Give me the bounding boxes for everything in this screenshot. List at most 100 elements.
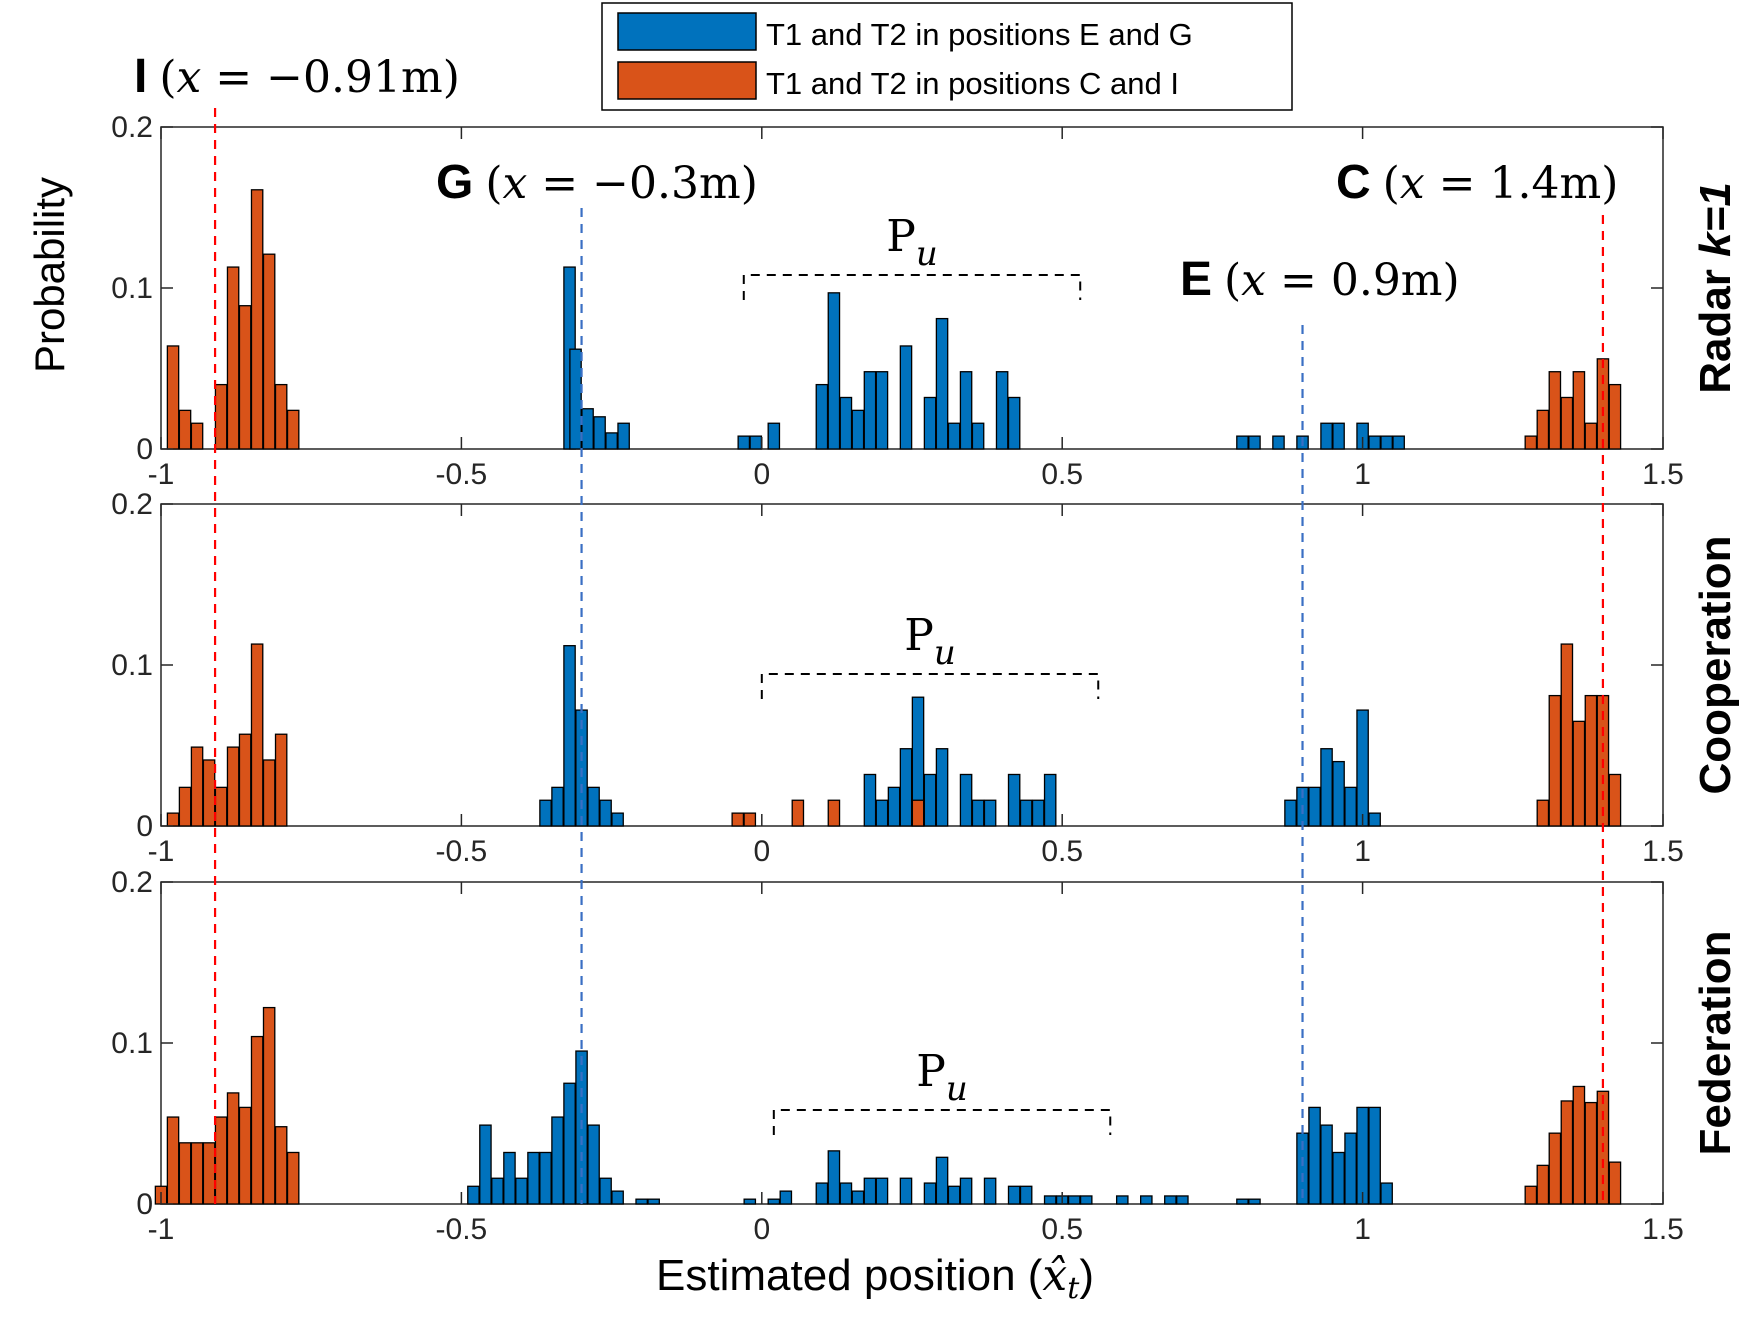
pu-label-sub: u xyxy=(934,633,956,673)
bar xyxy=(1007,396,1021,450)
bar xyxy=(1308,1106,1321,1205)
bar xyxy=(286,409,300,450)
bar xyxy=(1115,1195,1129,1205)
bar xyxy=(1356,709,1369,827)
bar xyxy=(947,1185,961,1205)
x-tick-label: 1 xyxy=(1354,835,1371,868)
bar xyxy=(467,1185,480,1205)
bar xyxy=(491,1177,504,1205)
y-tick-label: 0.2 xyxy=(111,488,153,521)
bar xyxy=(1536,799,1550,827)
panel-label-main: Radar xyxy=(1691,257,1740,394)
y-tick-label: 0 xyxy=(136,810,153,843)
bar xyxy=(202,759,216,827)
bar xyxy=(863,773,877,827)
panel-label-main: Federation xyxy=(1691,931,1740,1156)
pu-label-sub: u xyxy=(916,234,938,274)
bar xyxy=(923,773,937,827)
bar xyxy=(899,345,913,450)
bar xyxy=(551,1116,564,1205)
bar xyxy=(569,348,582,450)
bar xyxy=(1007,773,1021,827)
bar xyxy=(226,746,240,827)
bar xyxy=(911,799,925,827)
bar xyxy=(605,432,618,450)
bar xyxy=(611,1190,624,1205)
bar xyxy=(1524,1185,1538,1205)
bar xyxy=(1019,1185,1033,1205)
bar xyxy=(971,799,985,827)
bar xyxy=(214,383,228,450)
position-letter: G xyxy=(436,156,473,209)
bar xyxy=(274,1126,288,1205)
series-orange xyxy=(166,189,1622,450)
position-label-e: E (𝑥 = 0.9m) xyxy=(1180,253,1460,306)
bar xyxy=(617,422,630,450)
bar xyxy=(743,812,757,827)
position-math: (𝑥 = −0.91m) xyxy=(159,52,460,103)
panel-3: -1 -0.5 0 0.5 1 1.5 0 0.1 0.2 Federation xyxy=(111,866,1740,1246)
bar xyxy=(611,812,624,827)
x-axis-label-symbol: x̂ xyxy=(1042,1250,1067,1301)
series-blue xyxy=(563,266,1405,450)
bar xyxy=(274,733,288,827)
bar xyxy=(947,422,961,450)
bar xyxy=(214,1116,228,1205)
bar xyxy=(593,416,606,450)
panel-2: -1 -0.5 0 0.5 1 1.5 0 0.1 0.2 Cooperation xyxy=(111,488,1740,868)
bar xyxy=(563,645,576,827)
panels: -1 -0.5 0 0.5 1 1.5 0 0.1 0.2 Radar k=1 -1 -0.5 0 0.5… xyxy=(111,111,1740,1246)
bar xyxy=(1332,760,1345,827)
x-tick-label: -0.5 xyxy=(436,1213,488,1246)
bar xyxy=(1548,1132,1562,1205)
position-label-c: C (𝑥 = 1.4m) xyxy=(1336,156,1618,209)
bar xyxy=(250,189,264,450)
x-tick-label: 0 xyxy=(753,1213,770,1246)
y-tick-label: 0.2 xyxy=(111,866,153,899)
bar xyxy=(563,1082,576,1205)
bar xyxy=(250,1035,264,1205)
x-axis-label-close: ) xyxy=(1079,1251,1094,1300)
x-tick-label: 0.5 xyxy=(1041,458,1083,491)
x-tick-label: 0.5 xyxy=(1041,1213,1083,1246)
pu-label-main: P xyxy=(916,1046,946,1097)
bar xyxy=(767,1198,781,1205)
x-tick-label: -0.5 xyxy=(436,835,488,868)
bar xyxy=(286,1151,300,1205)
x-axis-label-text: Estimated position ( xyxy=(656,1251,1043,1300)
bar xyxy=(959,371,973,450)
x-tick-label: 0 xyxy=(753,458,770,491)
pu-bracket xyxy=(760,673,1100,699)
x-tick-label: 1.5 xyxy=(1642,1213,1684,1246)
bar xyxy=(767,422,781,450)
bar xyxy=(262,253,276,450)
y-tick-label: 0 xyxy=(136,1188,153,1221)
bar xyxy=(1608,1161,1622,1205)
x-tick-label: 1.5 xyxy=(1642,458,1684,491)
bar xyxy=(1524,435,1538,450)
bar xyxy=(875,799,889,827)
bar xyxy=(983,1177,997,1205)
bar xyxy=(1043,773,1057,827)
panel-label: Radar k=1 xyxy=(1691,182,1740,394)
bar xyxy=(587,1124,600,1205)
y-tick-label: 0.1 xyxy=(111,1027,153,1060)
bar xyxy=(1572,371,1586,450)
bar xyxy=(503,1151,516,1205)
bar xyxy=(1608,383,1622,450)
position-label-i: I (𝑥 = −0.91m) xyxy=(134,50,460,103)
pu-label: Pu xyxy=(916,1046,968,1109)
bar xyxy=(587,786,600,827)
panel-1: -1 -0.5 0 0.5 1 1.5 0 0.1 0.2 Radar k=1 xyxy=(111,111,1740,491)
bar xyxy=(166,812,180,827)
bar xyxy=(1176,1195,1189,1205)
bar xyxy=(827,799,841,827)
y-tick-label: 0.2 xyxy=(111,111,153,144)
position-math: (𝑥 = 1.4m) xyxy=(1383,158,1619,209)
bar xyxy=(1248,1198,1261,1205)
position-math: (𝑥 = −0.3m) xyxy=(485,158,758,209)
legend-swatch-blue xyxy=(617,12,757,51)
position-math: (𝑥 = 0.9m) xyxy=(1224,255,1460,306)
bar xyxy=(863,1177,877,1205)
bar xyxy=(1344,786,1357,827)
